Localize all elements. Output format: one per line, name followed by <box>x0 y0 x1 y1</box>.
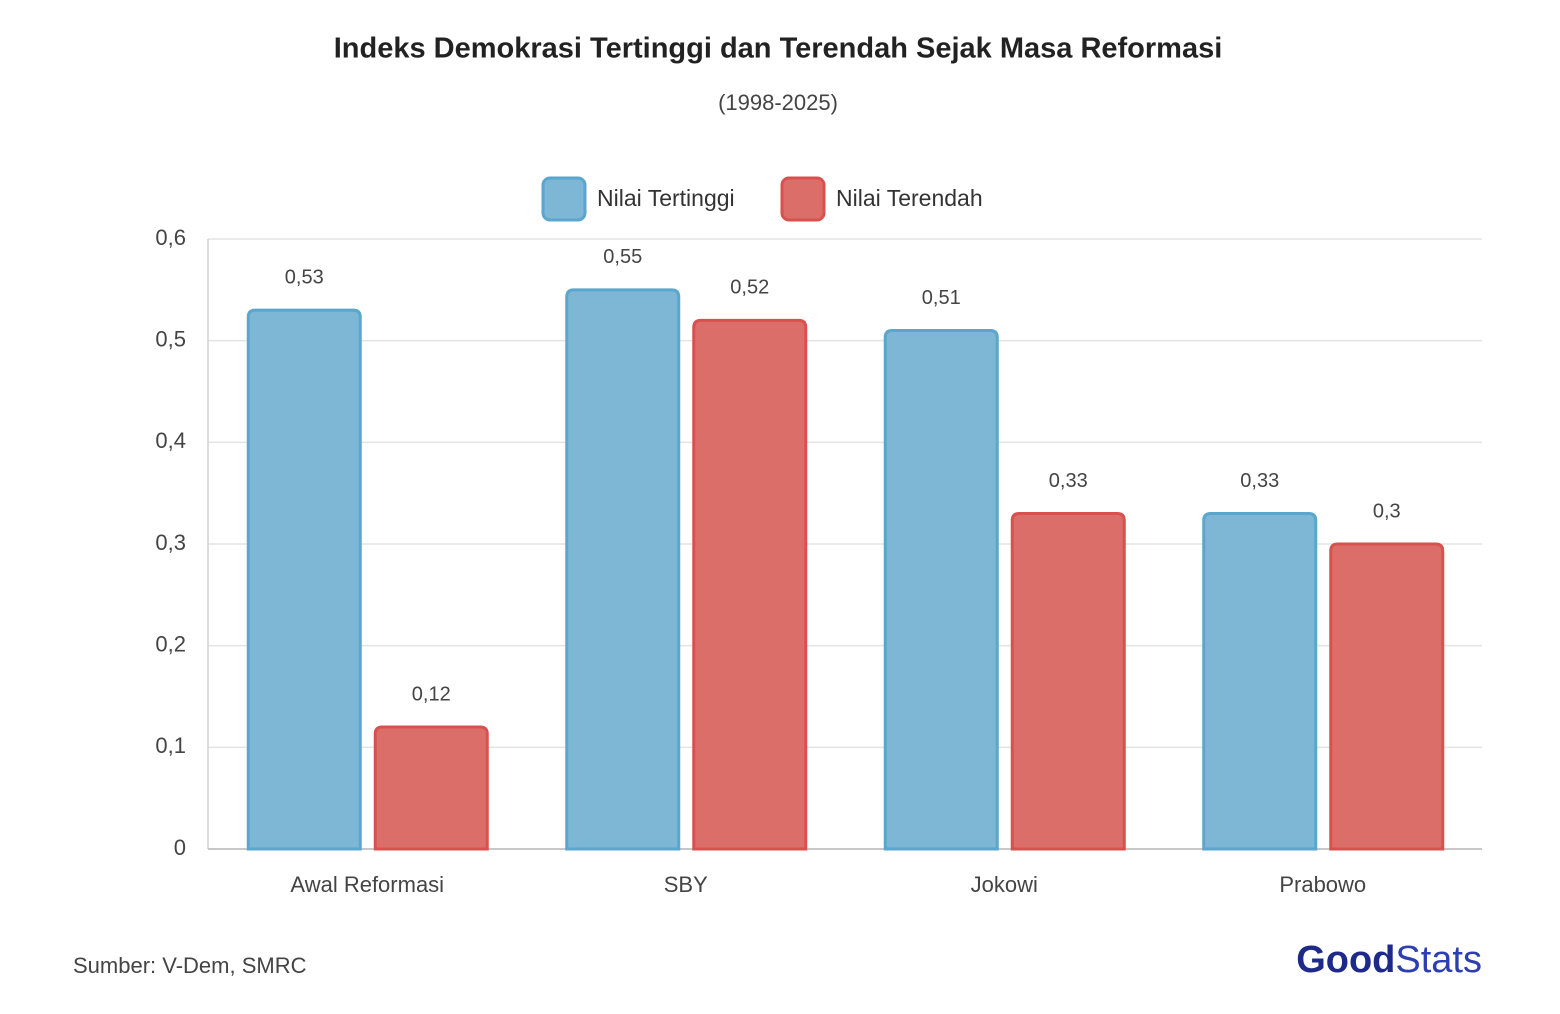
y-tick-label: 0,6 <box>155 225 186 250</box>
bar <box>1010 512 1126 851</box>
y-tick-label: 0 <box>174 835 186 860</box>
chart-subtitle: (1998-2025) <box>718 90 838 115</box>
value-label: 0,51 <box>922 287 961 309</box>
bar <box>1329 542 1445 851</box>
y-tick-label: 0,5 <box>155 326 186 351</box>
bar <box>692 318 808 851</box>
bar <box>565 288 681 851</box>
bar <box>883 329 999 851</box>
y-tick-label: 0,4 <box>155 428 186 453</box>
value-label: 0,12 <box>412 683 451 705</box>
bar <box>373 725 489 851</box>
legend-swatch <box>780 176 826 222</box>
x-tick-label: Awal Reformasi <box>290 872 444 897</box>
chart-title: Indeks Demokrasi Tertinggi dan Terendah … <box>334 33 1223 65</box>
value-label: 0,3 <box>1373 500 1401 522</box>
value-label: 0,55 <box>603 246 642 268</box>
logo: GoodStats <box>1296 939 1482 981</box>
logo-part: Stats <box>1395 939 1482 981</box>
legend-label: Nilai Tertinggi <box>597 185 735 211</box>
y-tick-label: 0,3 <box>155 530 186 555</box>
x-tick-label: Jokowi <box>971 872 1038 897</box>
bar <box>1202 512 1318 851</box>
bar <box>246 308 362 851</box>
x-tick-label: Prabowo <box>1279 872 1366 897</box>
x-tick-label: SBY <box>664 872 708 897</box>
value-label: 0,53 <box>285 266 324 288</box>
legend-label: Nilai Terendah <box>836 185 983 211</box>
logo-part: Good <box>1296 939 1395 981</box>
value-label: 0,33 <box>1240 470 1279 492</box>
y-tick-label: 0,2 <box>155 631 186 656</box>
y-tick-label: 0,1 <box>155 733 186 758</box>
value-label: 0,33 <box>1049 470 1088 492</box>
value-label: 0,52 <box>730 277 769 299</box>
legend-swatch <box>541 176 587 222</box>
source: Sumber: V-Dem, SMRC <box>73 953 307 978</box>
